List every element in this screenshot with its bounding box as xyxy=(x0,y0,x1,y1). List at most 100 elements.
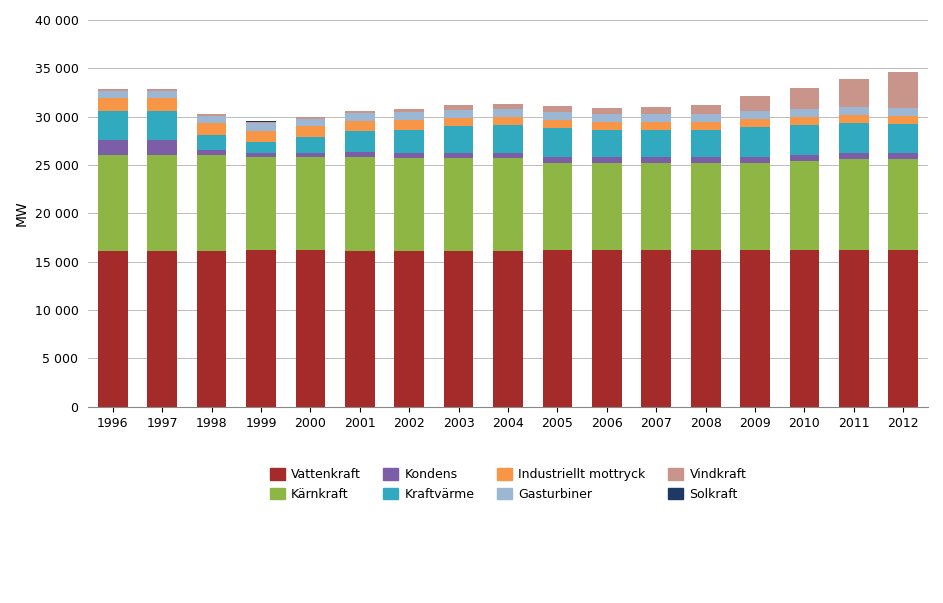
Bar xyxy=(246,250,276,407)
Bar xyxy=(147,156,177,251)
Bar xyxy=(394,112,424,119)
Bar xyxy=(789,109,819,117)
Bar xyxy=(246,153,276,157)
Bar xyxy=(147,98,177,111)
Bar xyxy=(542,119,572,128)
Bar xyxy=(296,153,325,157)
Bar xyxy=(789,125,819,156)
Bar xyxy=(246,124,276,131)
Bar xyxy=(296,250,325,407)
Bar xyxy=(592,130,621,157)
Bar xyxy=(444,118,473,127)
Bar xyxy=(691,163,720,250)
Bar xyxy=(98,89,127,90)
Bar xyxy=(789,156,819,161)
Bar xyxy=(691,122,720,130)
Bar xyxy=(888,159,918,250)
Bar xyxy=(444,251,473,407)
Bar xyxy=(345,111,374,113)
Bar xyxy=(197,135,226,150)
Bar xyxy=(197,156,226,251)
Bar xyxy=(394,251,424,407)
Bar xyxy=(542,163,572,250)
Bar xyxy=(641,114,671,122)
Bar xyxy=(789,87,819,109)
Bar xyxy=(493,153,523,158)
Bar xyxy=(394,119,424,130)
Bar xyxy=(98,90,127,98)
Bar xyxy=(740,119,769,127)
Bar xyxy=(147,111,177,140)
Bar xyxy=(345,113,374,121)
Bar xyxy=(740,250,769,407)
Bar xyxy=(740,157,769,163)
Bar xyxy=(839,159,869,250)
Bar xyxy=(444,110,473,118)
Bar xyxy=(888,116,918,124)
Bar xyxy=(197,114,226,116)
Bar xyxy=(394,158,424,251)
Bar xyxy=(888,153,918,159)
Bar xyxy=(147,89,177,90)
Bar xyxy=(592,122,621,130)
Bar xyxy=(246,131,276,142)
Bar xyxy=(542,106,572,112)
Bar xyxy=(246,122,276,124)
Bar xyxy=(839,124,869,153)
Bar xyxy=(345,121,374,131)
Bar xyxy=(493,125,523,153)
Bar xyxy=(444,105,473,110)
Bar xyxy=(740,96,769,111)
Bar xyxy=(789,161,819,250)
Bar xyxy=(641,157,671,163)
Bar xyxy=(444,127,473,153)
Bar xyxy=(493,251,523,407)
Y-axis label: MW: MW xyxy=(15,201,29,226)
Bar xyxy=(345,157,374,251)
Bar xyxy=(493,117,523,125)
Bar xyxy=(246,142,276,153)
Bar xyxy=(789,250,819,407)
Bar xyxy=(542,112,572,119)
Bar xyxy=(839,153,869,159)
Bar xyxy=(98,156,127,251)
Bar xyxy=(296,157,325,250)
Bar xyxy=(345,131,374,153)
Bar xyxy=(691,250,720,407)
Bar xyxy=(444,158,473,251)
Bar xyxy=(493,158,523,251)
Bar xyxy=(246,157,276,250)
Bar xyxy=(147,251,177,407)
Bar xyxy=(839,79,869,107)
Bar xyxy=(98,111,127,140)
Bar xyxy=(147,90,177,98)
Bar xyxy=(641,107,671,114)
Bar xyxy=(197,251,226,407)
Bar xyxy=(888,250,918,407)
Bar xyxy=(691,130,720,157)
Bar xyxy=(296,137,325,153)
Bar xyxy=(839,250,869,407)
Bar xyxy=(444,153,473,158)
Bar xyxy=(345,251,374,407)
Bar xyxy=(888,124,918,153)
Bar xyxy=(888,108,918,116)
Bar xyxy=(197,116,226,124)
Bar xyxy=(394,130,424,153)
Bar xyxy=(592,250,621,407)
Bar xyxy=(641,163,671,250)
Bar xyxy=(789,117,819,125)
Bar xyxy=(493,104,523,109)
Bar xyxy=(691,157,720,163)
Bar xyxy=(641,250,671,407)
Bar xyxy=(691,114,720,122)
Bar xyxy=(641,122,671,130)
Bar xyxy=(98,251,127,407)
Legend: Vattenkraft, Kärnkraft, Kondens, Kraftvärme, Industriellt mottryck, Gasturbiner,: Vattenkraft, Kärnkraft, Kondens, Kraftvä… xyxy=(265,463,752,505)
Bar xyxy=(740,163,769,250)
Bar xyxy=(493,109,523,117)
Bar xyxy=(98,140,127,156)
Bar xyxy=(641,130,671,157)
Bar xyxy=(197,124,226,135)
Bar xyxy=(592,163,621,250)
